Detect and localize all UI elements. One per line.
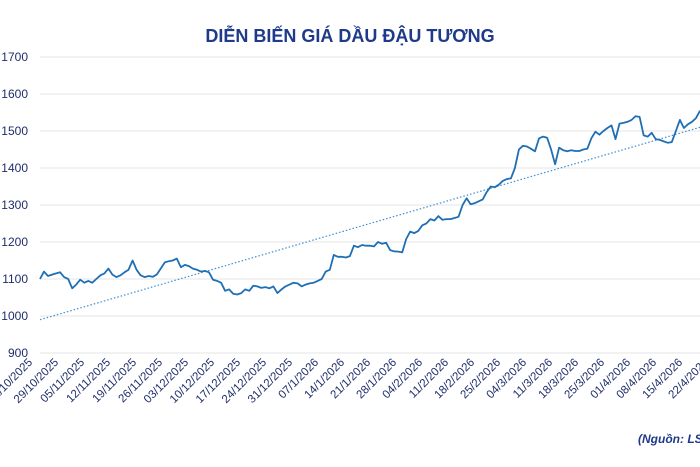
- y-tick-label: 1600: [1, 87, 28, 101]
- series-layer: [39, 110, 700, 321]
- x-axis-ticks: 22/10/202529/10/202505/11/202512/11/2025…: [0, 357, 700, 406]
- y-tick-label: 1000: [1, 309, 28, 323]
- y-tick-label: 900: [8, 346, 28, 360]
- y-tick-label: 1500: [1, 124, 28, 138]
- y-tick-label: 1100: [2, 272, 28, 286]
- y-tick-label: 1300: [1, 198, 28, 212]
- y-tick-label: 1200: [1, 235, 28, 249]
- y-axis-ticks: 900 1000 1100 1200 1300 1400 1500 1600 1700: [1, 50, 28, 360]
- trendline: [39, 126, 700, 321]
- grid: [40, 56, 700, 354]
- source-note: (Nguồn: LS: [638, 432, 700, 446]
- price-series-line: [39, 110, 700, 296]
- y-tick-label: 1400: [1, 161, 28, 175]
- y-tick-label: 1700: [1, 50, 28, 64]
- chart-title: DIỄN BIẾN GIÁ DẦU ĐẬU TƯƠNG: [205, 25, 494, 46]
